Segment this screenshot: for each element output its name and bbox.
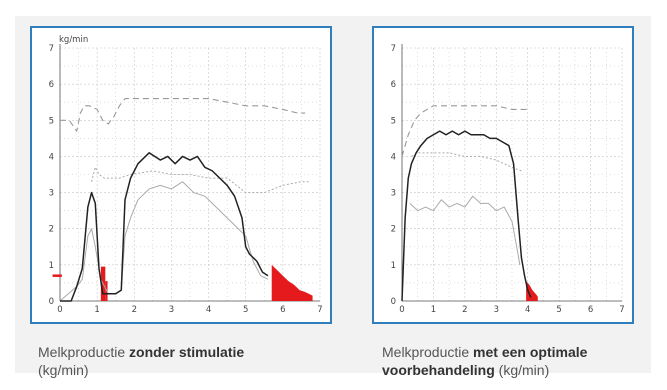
right-chart-series-dashed [401,105,528,157]
right-chart-y-tick-label: 5 [391,116,396,126]
right-chart-y-tick-label: 6 [391,80,396,90]
left-chart-x-tick-label: 6 [280,305,285,315]
left-chart-series-dashed [60,98,306,132]
caption-left: Melkproductie zonder stimulatie (kg/min) [38,343,328,379]
left-chart-series-solid-light [59,181,269,302]
chart-svg-left: 0 1 2 3 4 5 6 7 0 1 2 3 4 5 6 7 kg/min [49,35,323,315]
left-chart-series-dotted [91,166,309,194]
left-chart-y-tick-label: 1 [49,261,54,271]
right-chart-y-tick-label: 0 [391,297,396,307]
right-chart-plot: 0 1 2 3 4 5 6 7 0 1 2 3 4 5 6 7 [391,44,625,315]
left-chart-x-tick-label: 0 [57,305,62,315]
right-chart-series-solid-dark [401,130,532,302]
right-chart-y-tick-label: 3 [391,189,396,199]
left-chart-x-tick-label: 2 [132,305,137,315]
caption-right-suffix: (kg/min) [494,362,550,378]
chart-svg-right: 0 1 2 3 4 5 6 7 0 1 2 3 4 5 6 7 [391,44,625,315]
right-chart-y-tick-label: 2 [391,225,396,235]
right-chart-x-tick-label: 2 [462,305,467,315]
right-chart-x-tick-label: 6 [588,305,593,315]
right-chart-y-tick-label: 7 [391,44,396,54]
right-chart-x-tick-label: 7 [619,305,624,315]
caption-right: Melkproductie met een optimale voorbehan… [382,343,652,379]
left-chart-x-tick-label: 5 [243,305,248,315]
right-chart-y-tick-label: 4 [391,152,396,162]
left-chart-plot: 0 1 2 3 4 5 6 7 0 1 2 3 4 5 6 7 kg/min [49,35,323,315]
left-chart-y-tick-label: 7 [49,44,54,54]
left-chart-x-tick-label: 4 [206,305,211,315]
caption-left-suffix: (kg/min) [38,362,89,378]
left-chart-y-tick-label: 6 [49,80,54,90]
right-chart-x-tick-label: 1 [431,305,436,315]
caption-right-bold: met een optimale voorbehandeling [382,344,588,378]
caption-left-prefix: Melkproductie [38,344,130,360]
left-chart-unit-label: kg/min [59,35,88,45]
left-chart-y-tick-label: 5 [49,116,54,126]
chart-with-pretreatment: 0 1 2 3 4 5 6 7 0 1 2 3 4 5 6 7 [372,26,634,324]
left-chart-y-tick-label: 4 [49,152,54,162]
left-chart-y-tick-label: 0 [49,297,54,307]
left-chart-series-solid-dark [60,152,269,302]
left-chart-y-tick-label: 2 [49,225,54,235]
right-chart-x-tick-label: 4 [525,305,530,315]
right-chart-y-tick-label: 1 [391,261,396,271]
left-chart-x-tick-label: 1 [94,305,99,315]
right-chart-series-solid-light [409,195,521,265]
caption-right-prefix: Melkproductie [382,344,474,360]
chart-without-stimulation: 0 1 2 3 4 5 6 7 0 1 2 3 4 5 6 7 kg/min [30,26,332,324]
right-chart-series-dotted [411,152,522,172]
right-chart-x-tick-label: 0 [399,305,404,315]
left-chart-x-tick-label: 3 [169,305,174,315]
right-chart-red-fill [526,281,538,301]
right-chart-x-tick-label: 3 [494,305,499,315]
left-chart-red-fill [271,264,313,301]
left-chart-x-tick-label: 7 [317,305,322,315]
left-chart-y-tick-label: 3 [49,189,54,199]
caption-left-bold: zonder stimulatie [129,344,245,360]
right-chart-x-tick-label: 5 [556,305,561,315]
